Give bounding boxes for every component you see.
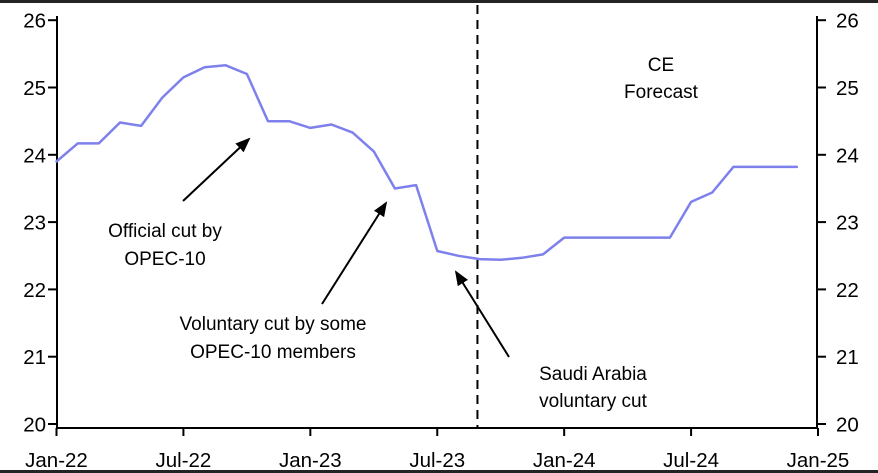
window-edge-top [0,0,878,3]
annotation-ce-forecast-text: CE [648,55,674,76]
y-tick-label-right: 25 [836,77,859,100]
production-series-line [55,64,799,262]
y-tick-label-right: 26 [836,10,859,33]
annotation-ce-forecast-text: Forecast [624,82,699,103]
y-tick-label-left: 23 [23,212,46,235]
y-tick-label-left: 26 [23,10,46,33]
y-tick-label-left: 22 [23,279,46,302]
x-tick-label: Jul-22 [155,449,211,472]
y-tick-label-right: 21 [836,346,859,369]
x-tick-label: Jan-23 [279,449,342,472]
y-tick-label-right: 23 [836,212,859,235]
x-tick-label: Jul-23 [409,449,465,472]
annotation-arrow-saudi-cut [454,270,510,358]
annotation-official-cut-text: OPEC-10 [124,249,205,270]
y-tick-label-left: 24 [23,144,46,167]
x-tick-label: Jan-24 [533,449,596,472]
annotation-arrow-official-cut [182,137,251,202]
annotation-voluntary-cut-text: Voluntary cut by some [180,314,367,335]
x-tick-label: Jan-22 [25,449,88,472]
y-tick-label-right: 20 [836,414,859,437]
y-tick-label-left: 20 [23,414,46,437]
y-tick-label-left: 25 [23,77,46,100]
y-tick-label-right: 22 [836,279,859,302]
x-tick-label: Jan-25 [787,449,850,472]
annotation-voluntary-cut-text: OPEC-10 members [190,342,356,363]
annotation-saudi-cut-text: voluntary cut [539,391,647,412]
annotation-official-cut-text: Official cut by [108,221,222,242]
y-tick-label-right: 24 [836,144,859,167]
annotation-saudi-cut-text: Saudi Arabia [539,364,647,385]
y-tick-label-left: 21 [23,346,46,369]
window-edge-bottom [0,470,878,473]
annotation-arrow-voluntary-cut [321,201,388,305]
x-tick-label: Jul-24 [663,449,719,472]
